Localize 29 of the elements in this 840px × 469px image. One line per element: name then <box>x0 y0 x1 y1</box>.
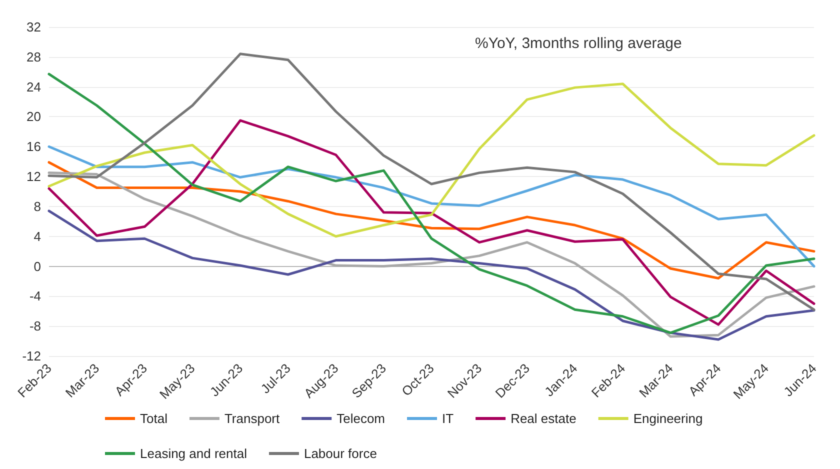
line-series <box>48 119 816 326</box>
line-series <box>48 52 816 311</box>
y-tick-label: 12 <box>26 169 41 184</box>
legend-label: Leasing and rental <box>140 446 248 461</box>
line-series <box>48 145 816 268</box>
y-tick-label: 32 <box>26 20 41 34</box>
legend-label: Labour force <box>304 446 377 461</box>
line-series <box>48 82 816 238</box>
legend-label: Telecom <box>336 411 386 426</box>
y-tick-label: 24 <box>26 79 41 94</box>
annotation: %YoY, 3months rolling average <box>475 35 682 52</box>
y-tick-label: -12 <box>22 348 41 364</box>
y-tick-label: 28 <box>26 49 41 64</box>
legend-label: IT <box>442 411 454 426</box>
line-series <box>48 172 816 338</box>
y-tick-label: 0 <box>34 258 41 274</box>
legend-label: Engineering <box>633 411 703 426</box>
y-tick-label: 4 <box>34 228 41 244</box>
y-tick-label: 8 <box>34 198 41 214</box>
y-tick-label: -8 <box>29 318 41 334</box>
y-tick-label: -4 <box>29 288 41 304</box>
legend-label: Real estate <box>510 411 576 426</box>
legend-label: Transport <box>224 411 280 426</box>
legend-label: Total <box>140 411 168 426</box>
line-series <box>48 72 816 334</box>
line-series <box>48 161 816 280</box>
y-tick-label: 20 <box>26 109 41 124</box>
line-series <box>48 210 816 341</box>
y-tick-label: 16 <box>26 139 41 154</box>
